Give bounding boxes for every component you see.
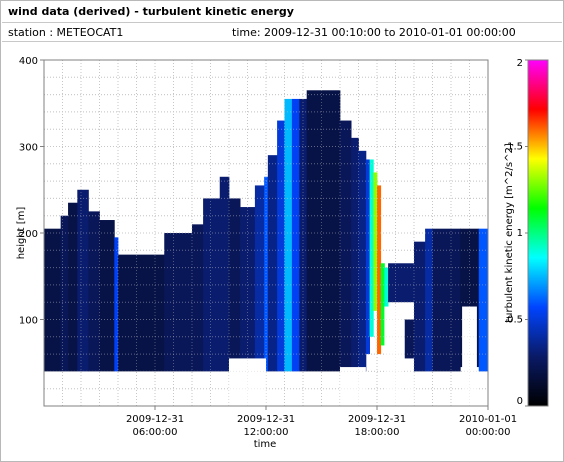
heatmap-cell <box>240 207 256 372</box>
heatmap-cell <box>68 202 78 372</box>
heatmap-cell <box>219 176 230 372</box>
station-label: station : METEOCAT1 <box>8 26 124 39</box>
missing-data-cell <box>406 371 414 406</box>
heatmap-cell <box>380 263 385 346</box>
heatmap-cell <box>358 150 367 372</box>
info-bar: station : METEOCAT1 time: 2009-12-31 00:… <box>2 23 562 42</box>
colorbar-tick-label: 1 <box>517 228 523 239</box>
heatmap-cell <box>164 233 193 372</box>
x-tick-label-time: 00:00:00 <box>466 427 511 438</box>
heatmap-cell <box>425 228 433 372</box>
heatmap-cell <box>365 159 370 355</box>
y-tick-label: 100 <box>19 316 38 327</box>
y-axis-ticks: 100 200 300 400 <box>19 56 44 327</box>
x-tick-label-date: 2010-01-01 <box>459 414 517 425</box>
x-tick-label-date: 2009-12-31 <box>237 414 295 425</box>
heatmap-cell <box>254 185 265 372</box>
heatmap-cell <box>267 155 278 372</box>
missing-data-cell <box>340 367 366 406</box>
y-axis-label: height [m] <box>16 207 27 260</box>
y-tick-label: 400 <box>19 56 38 67</box>
heatmap-cell <box>44 228 62 372</box>
heatmap-cell <box>373 172 378 311</box>
heatmap-cell <box>377 185 382 355</box>
x-tick-label-date: 2009-12-31 <box>348 414 406 425</box>
heatmap-cell <box>203 198 221 372</box>
heatmap-cell <box>118 254 156 372</box>
heatmap-cell <box>264 176 269 372</box>
heatmap-cell <box>384 267 389 311</box>
heatmap-cell <box>291 98 300 372</box>
x-tick-label-date: 2009-12-31 <box>126 414 184 425</box>
heatmap-cell <box>478 228 488 372</box>
heatmap-cell <box>60 215 69 372</box>
title-bar: wind data (derived) - turbulent kinetic … <box>2 2 562 23</box>
heatmap-cell <box>99 220 115 372</box>
colorbar-tick-label: 0.5 <box>507 315 523 326</box>
missing-data-regions <box>229 306 477 406</box>
heatmap-cell <box>369 159 374 337</box>
colorbar-ticks: 0 0.5 1 1.5 2 <box>507 58 528 407</box>
heatmap-cell <box>88 211 100 372</box>
grid-overlay <box>44 60 488 406</box>
x-axis-ticks: 2009-12-31 06:00:00 2009-12-31 12:00:00 2009… <box>126 406 517 438</box>
missing-data-cell <box>229 358 266 406</box>
heatmap-cell <box>306 90 341 372</box>
missing-data-cell <box>462 306 477 406</box>
heatmap-cell <box>388 263 415 303</box>
heatmap-cell <box>284 98 293 372</box>
x-tick-label-time: 12:00:00 <box>244 427 289 438</box>
heatmap-cell <box>229 198 241 372</box>
heatmap-cell <box>432 228 461 372</box>
colorbar-tick-label: 2 <box>517 58 523 69</box>
heatmap-cell <box>414 241 426 372</box>
heatmap-cell <box>77 189 89 372</box>
heatmap-cell <box>277 120 285 372</box>
y-tick-label: 200 <box>19 229 38 240</box>
colorbar-label: turbulent kinetic energy [m^2/s^2] <box>504 143 515 323</box>
heatmap-cell <box>155 254 165 372</box>
heatmap-cell <box>114 237 119 372</box>
colorbar-tick-label: 0 <box>517 396 523 407</box>
heatmap-cells <box>44 90 488 372</box>
colorbar-tick-label: 1.5 <box>507 142 523 153</box>
x-tick-label-time: 18:00:00 <box>355 427 400 438</box>
heatmap-cell <box>340 120 352 372</box>
heatmap-cell <box>299 98 308 372</box>
time-range-label: time: 2009-12-31 00:10:00 to 2010-01-01 … <box>232 26 516 39</box>
chart-title: wind data (derived) - turbulent kinetic … <box>8 5 294 18</box>
heatmap-cell <box>404 319 417 359</box>
colorbar <box>527 59 549 407</box>
heatmap-cell <box>192 224 204 372</box>
missing-data-cell <box>384 306 403 406</box>
x-tick-label-time: 06:00:00 <box>133 427 178 438</box>
x-axis-label: time <box>254 439 277 450</box>
heatmap-cell <box>351 137 359 372</box>
y-tick-label: 300 <box>19 143 38 154</box>
